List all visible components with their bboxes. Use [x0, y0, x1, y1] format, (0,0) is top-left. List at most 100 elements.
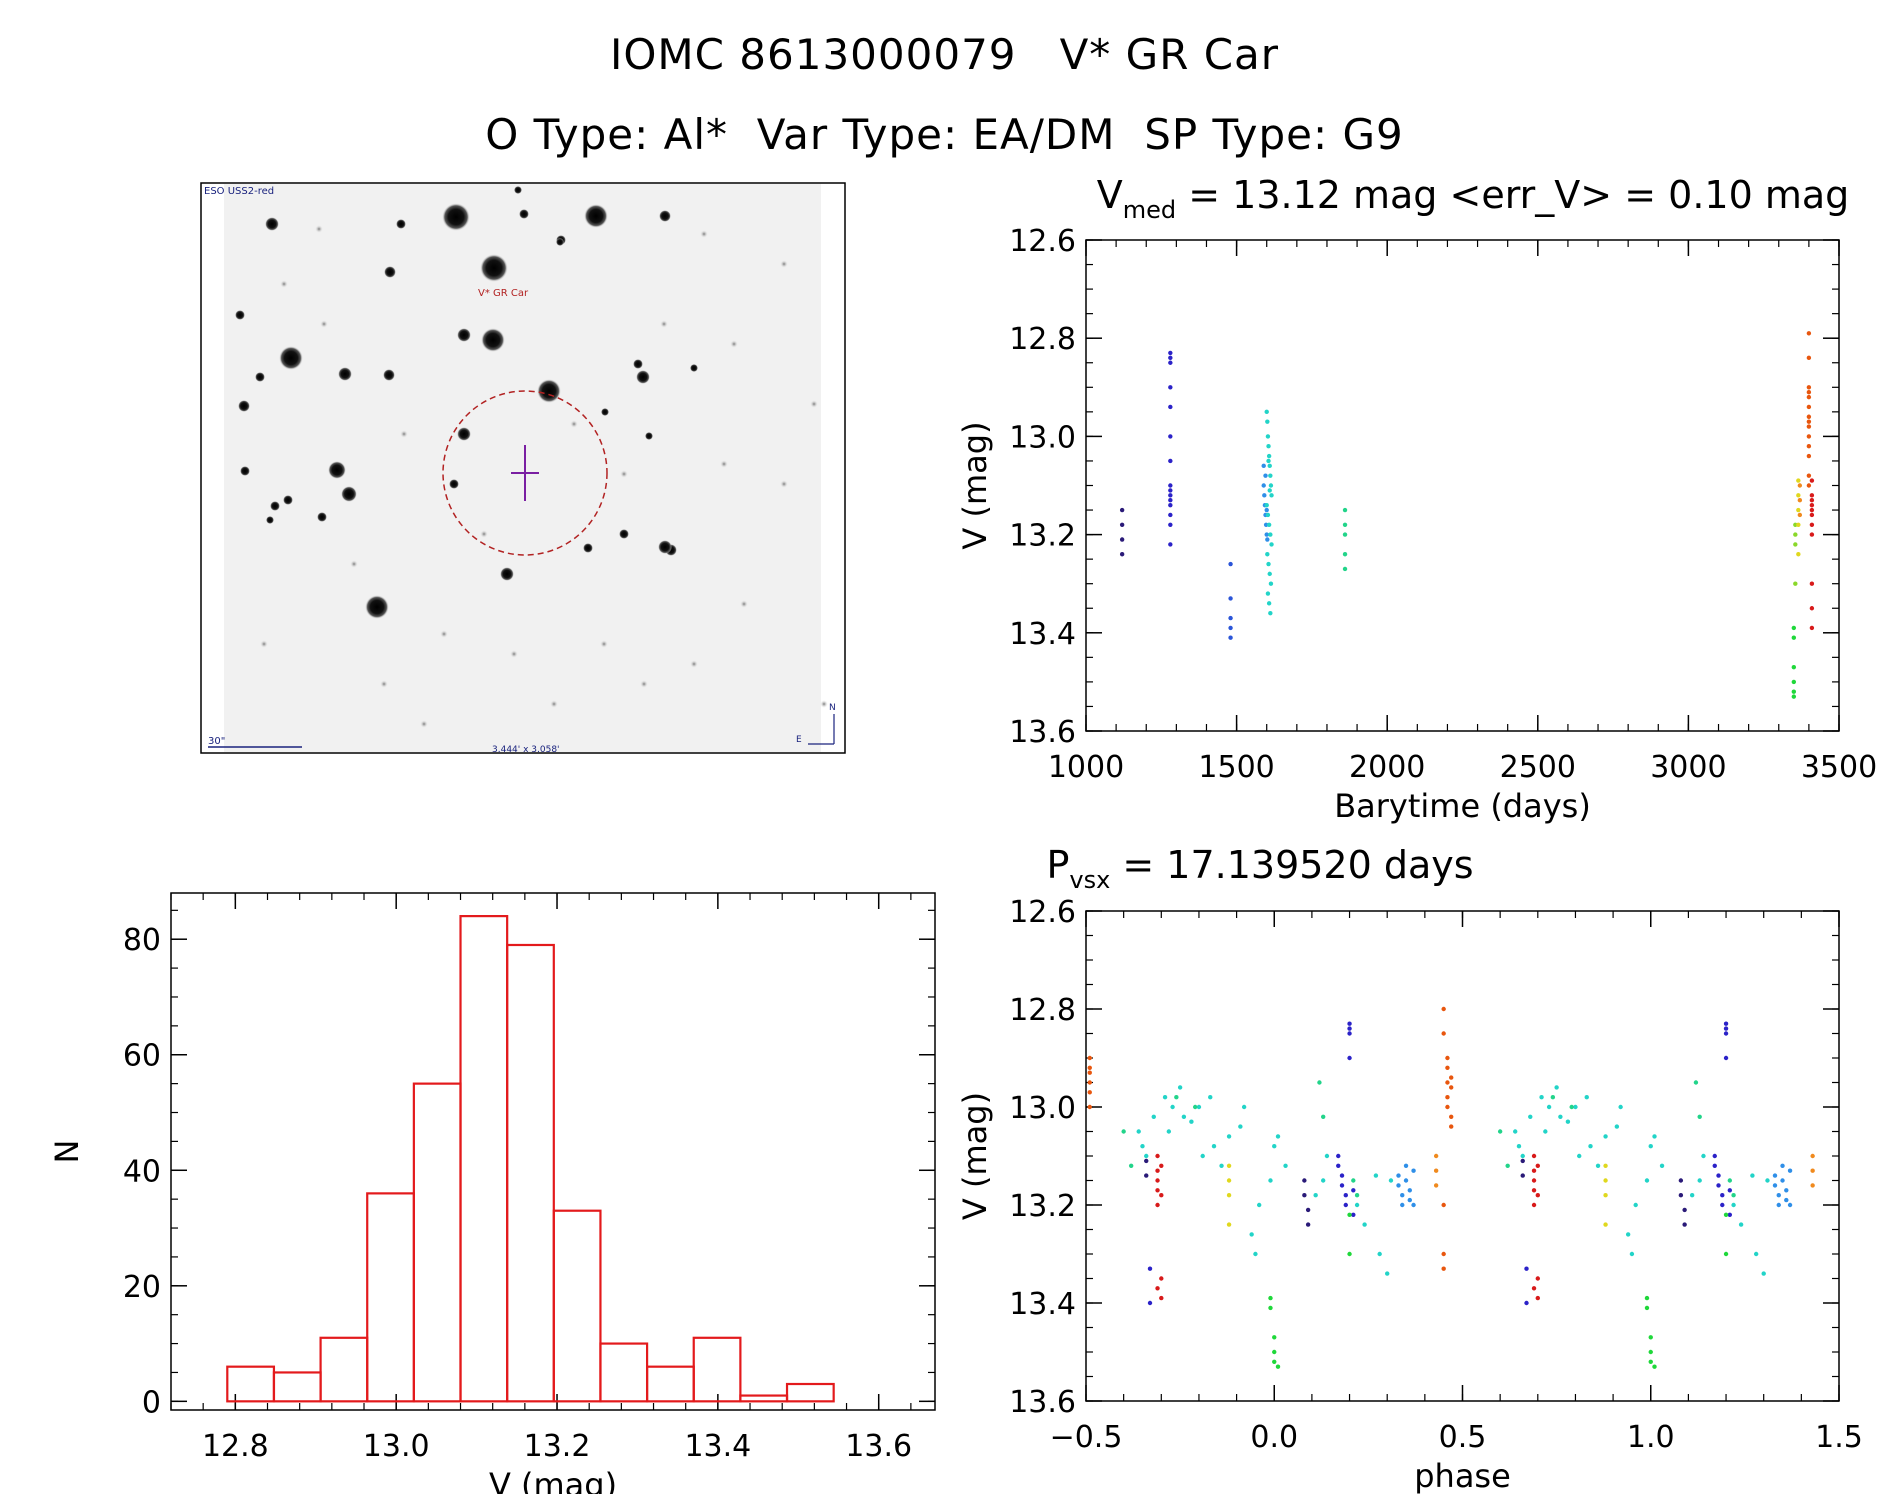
data-point [1809, 522, 1815, 527]
data-point [1535, 1276, 1540, 1281]
data-point [1275, 1364, 1281, 1369]
star [365, 595, 389, 619]
data-point [1155, 1202, 1160, 1208]
data-point [1226, 1222, 1232, 1227]
data-point [1155, 1168, 1160, 1173]
data-point [1168, 498, 1173, 503]
data-point [1192, 1104, 1198, 1110]
x-tick-label: 1500 [1198, 750, 1274, 785]
x-tick-label: 2000 [1349, 750, 1425, 785]
data-point [1809, 478, 1815, 483]
histogram-bar [599, 1342, 649, 1403]
data-point [1678, 1193, 1684, 1198]
star [480, 254, 508, 282]
data-point [1351, 1212, 1356, 1217]
data-point [1249, 1232, 1254, 1237]
data-point [1226, 1134, 1232, 1139]
star [519, 209, 529, 219]
data-point [1810, 1183, 1815, 1188]
data-point [1147, 1300, 1153, 1306]
data-point [1265, 552, 1270, 557]
data-point [1806, 424, 1812, 429]
x-tick-label: 13.2 [524, 1429, 591, 1464]
data-point [1797, 483, 1803, 488]
data-point [1809, 606, 1815, 611]
data-point [1750, 1173, 1755, 1178]
data-point [1168, 493, 1173, 498]
data-point [1272, 1349, 1277, 1355]
data-point [1712, 1163, 1717, 1168]
data-point [1168, 458, 1173, 464]
data-point [1776, 1202, 1781, 1208]
data-point [1659, 1163, 1665, 1168]
star [328, 461, 346, 479]
data-point [1809, 625, 1815, 631]
x-tick-label: −0.5 [1050, 1420, 1123, 1455]
data-point [1342, 532, 1348, 537]
star [457, 427, 471, 441]
data-point [1806, 444, 1812, 449]
data-point [1723, 1055, 1729, 1061]
data-point [1449, 1124, 1454, 1129]
data-point [1305, 1207, 1311, 1213]
y-tick-label: 13.0 [1009, 420, 1076, 455]
data-point [1449, 1085, 1454, 1090]
data-point [1168, 355, 1173, 361]
sky-image [224, 184, 821, 752]
data-point [1347, 1031, 1352, 1036]
data-point [1554, 1085, 1559, 1090]
data-point [1268, 483, 1274, 488]
faint-star [350, 560, 358, 568]
faint-star [280, 280, 288, 288]
data-point [1320, 1114, 1326, 1119]
data-point [1809, 502, 1815, 508]
y-tick-label: 40 [123, 1154, 161, 1189]
star [442, 203, 470, 231]
data-point [1302, 1178, 1307, 1183]
y-tick-label: 13.4 [1009, 1287, 1076, 1322]
data-point [1388, 1178, 1394, 1183]
data-point [1128, 1163, 1134, 1168]
data-point [1787, 1202, 1793, 1208]
data-point [1354, 1202, 1360, 1208]
data-point [1531, 1168, 1537, 1173]
data-point [1445, 1080, 1450, 1085]
star [255, 372, 265, 382]
faint-star [600, 640, 608, 648]
data-point [1573, 1104, 1578, 1110]
data-point [1264, 502, 1269, 508]
data-point [1144, 1173, 1149, 1178]
histogram-bar [319, 1336, 369, 1403]
faint-star [780, 480, 788, 488]
data-point [1343, 1193, 1348, 1198]
data-point [1136, 1129, 1141, 1134]
data-point [1633, 1202, 1638, 1208]
data-point [1317, 1080, 1322, 1085]
data-point [1791, 689, 1797, 694]
data-point [1433, 1153, 1439, 1159]
data-point [1780, 1178, 1785, 1183]
histogram-bar [366, 1192, 415, 1403]
faint-star [260, 640, 268, 648]
data-point [1275, 1134, 1281, 1139]
data-point [1168, 434, 1173, 439]
data-point [1226, 1193, 1232, 1198]
faint-star [380, 680, 388, 688]
scale-label: 30" [208, 736, 225, 747]
y-tick-label: 12.8 [1009, 322, 1076, 357]
data-point [1810, 1168, 1815, 1173]
y-tick-label: 12.8 [1009, 993, 1076, 1028]
data-point [1441, 1031, 1446, 1036]
data-point [1119, 507, 1125, 513]
star [383, 369, 395, 381]
star-field [235, 186, 828, 728]
data-point [1263, 522, 1269, 527]
star [270, 501, 280, 511]
data-point [1535, 1163, 1540, 1168]
data-point [1305, 1222, 1311, 1227]
data-point [1712, 1153, 1717, 1159]
data-point [1806, 385, 1812, 390]
data-point [1087, 1065, 1092, 1070]
star [338, 367, 352, 381]
data-point [1784, 1188, 1789, 1193]
